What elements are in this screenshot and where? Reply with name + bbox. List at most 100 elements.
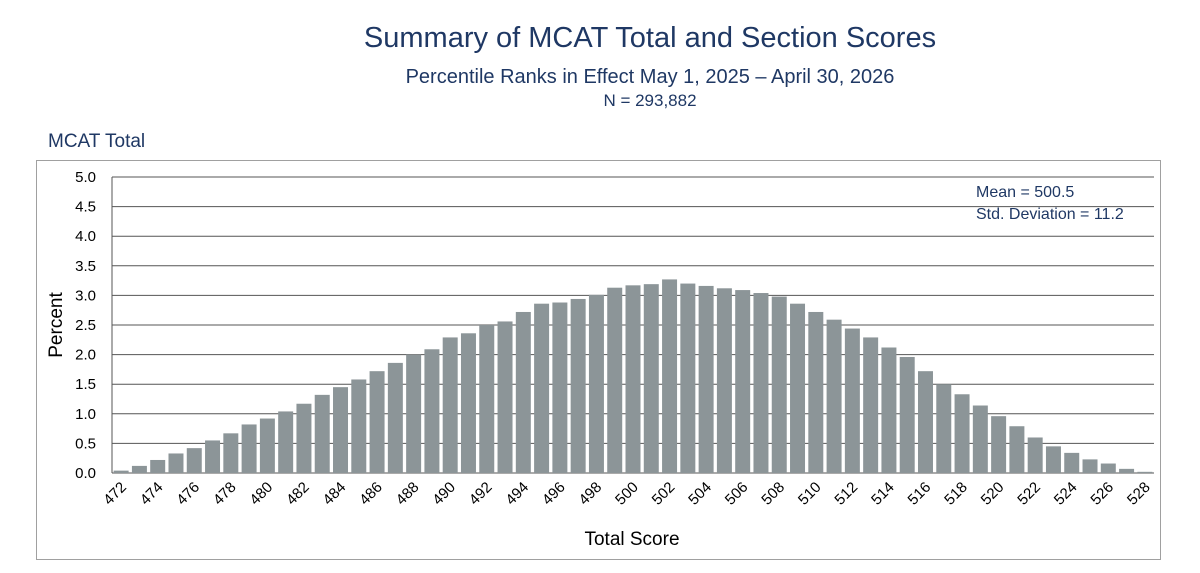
x-tick-label: 494 xyxy=(502,479,532,509)
chart-title: Summary of MCAT Total and Section Scores xyxy=(363,22,937,54)
x-tick-label: 508 xyxy=(758,479,788,509)
x-tick-label: 510 xyxy=(795,479,825,509)
bar-487 xyxy=(387,362,403,473)
bar-521 xyxy=(1009,426,1025,473)
bar-477 xyxy=(205,440,221,473)
bar-472 xyxy=(113,470,129,473)
bar-507 xyxy=(753,293,769,473)
y-tick-label: 1.5 xyxy=(75,376,96,393)
bar-481 xyxy=(278,411,294,473)
x-tick-label: 500 xyxy=(612,479,642,509)
x-tick-label: 488 xyxy=(393,479,423,509)
y-tick-label: 2.0 xyxy=(75,347,96,364)
x-tick-label: 522 xyxy=(1014,479,1044,509)
bar-508 xyxy=(771,296,787,473)
x-tick-label: 492 xyxy=(466,479,496,509)
bar-517 xyxy=(936,384,952,473)
y-tick-label: 4.0 xyxy=(75,228,96,245)
bar-488 xyxy=(406,354,422,473)
bar-510 xyxy=(808,311,824,473)
x-tick-label: 496 xyxy=(539,479,569,509)
bar-473 xyxy=(131,465,147,473)
sd-label: Std. Deviation = 11.2 xyxy=(976,206,1124,223)
x-tick-label: 518 xyxy=(941,479,971,509)
y-tick-label: 5.0 xyxy=(75,169,96,186)
x-tick-label: 490 xyxy=(429,479,459,509)
bar-498 xyxy=(588,294,604,473)
bar-490 xyxy=(442,337,458,473)
x-tick-label: 514 xyxy=(868,479,898,509)
y-tick-label: 3.0 xyxy=(75,287,96,304)
bar-480 xyxy=(259,418,275,473)
x-tick-label: 474 xyxy=(137,479,167,509)
y-tick-label: 1.0 xyxy=(75,406,96,423)
x-tick-label: 482 xyxy=(283,479,313,509)
bar-512 xyxy=(844,328,860,473)
bar-518 xyxy=(954,394,970,473)
x-tick-label: 480 xyxy=(246,479,276,509)
x-tick-label: 486 xyxy=(356,479,386,509)
section-label: MCAT Total xyxy=(48,131,146,152)
mean-label: Mean = 500.5 xyxy=(976,184,1075,201)
bar-479 xyxy=(241,424,257,473)
y-axis-title: Percent xyxy=(46,292,67,358)
x-tick-label: 524 xyxy=(1051,479,1081,509)
bar-523 xyxy=(1045,446,1061,473)
y-tick-labels: 0.0 0.5 1.0 1.5 2.0 2.5 3.0 3.5 4.0 4.5 5.0 xyxy=(75,169,96,482)
bar-505 xyxy=(716,288,732,473)
x-tick-label: 526 xyxy=(1087,479,1117,509)
x-tick-label: 528 xyxy=(1124,479,1154,509)
y-tick-label: 0.5 xyxy=(75,435,96,452)
bar-492 xyxy=(479,325,495,473)
bar-500 xyxy=(625,285,641,473)
x-tick-label: 516 xyxy=(905,479,935,509)
bar-476 xyxy=(186,448,202,473)
bar-502 xyxy=(662,279,678,473)
bar-475 xyxy=(168,453,184,473)
bar-491 xyxy=(460,333,476,473)
bar-501 xyxy=(643,284,659,473)
bar-497 xyxy=(570,298,586,473)
x-tick-label: 520 xyxy=(978,479,1008,509)
bar-519 xyxy=(972,405,988,473)
y-tick-label: 0.0 xyxy=(75,465,96,482)
bar-520 xyxy=(991,416,1007,473)
bar-526 xyxy=(1100,463,1116,473)
bar-524 xyxy=(1064,452,1080,473)
bar-485 xyxy=(351,379,367,473)
bar-522 xyxy=(1027,437,1043,473)
bar-525 xyxy=(1082,459,1098,473)
bar-474 xyxy=(150,459,166,473)
sample-size: N = 293,882 xyxy=(603,91,697,110)
bar-483 xyxy=(314,394,330,473)
x-tick-label: 502 xyxy=(649,479,679,509)
bar-496 xyxy=(552,302,568,473)
bar-482 xyxy=(296,403,312,473)
bar-484 xyxy=(333,387,349,473)
bar-514 xyxy=(881,347,897,473)
bar-509 xyxy=(790,303,806,473)
bar-504 xyxy=(698,285,714,473)
x-tick-label: 476 xyxy=(173,479,203,509)
x-tick-label: 504 xyxy=(685,479,715,509)
x-tick-label: 484 xyxy=(320,479,350,509)
x-tick-labels: 472 474 476 478 480 482 484 486 488 490 492 494 496 4… xyxy=(100,479,1153,509)
bar-506 xyxy=(735,290,751,473)
bar-513 xyxy=(863,337,879,473)
bar-527 xyxy=(1119,468,1135,473)
bar-516 xyxy=(917,371,933,473)
bar-515 xyxy=(899,356,915,473)
x-tick-label: 506 xyxy=(722,479,752,509)
chart-subtitle: Percentile Ranks in Effect May 1, 2025 –… xyxy=(405,66,895,88)
y-tick-label: 2.5 xyxy=(75,317,96,334)
bar-499 xyxy=(607,287,623,473)
x-tick-label: 472 xyxy=(100,479,130,509)
x-tick-label: 498 xyxy=(576,479,606,509)
x-axis-title: Total Score xyxy=(584,529,679,550)
bar-486 xyxy=(369,371,385,473)
chart-frame xyxy=(36,160,1161,560)
bar-489 xyxy=(424,349,440,473)
bar-511 xyxy=(826,319,842,473)
stats-box: Mean = 500.5 Std. Deviation = 11.2 xyxy=(976,182,1124,226)
